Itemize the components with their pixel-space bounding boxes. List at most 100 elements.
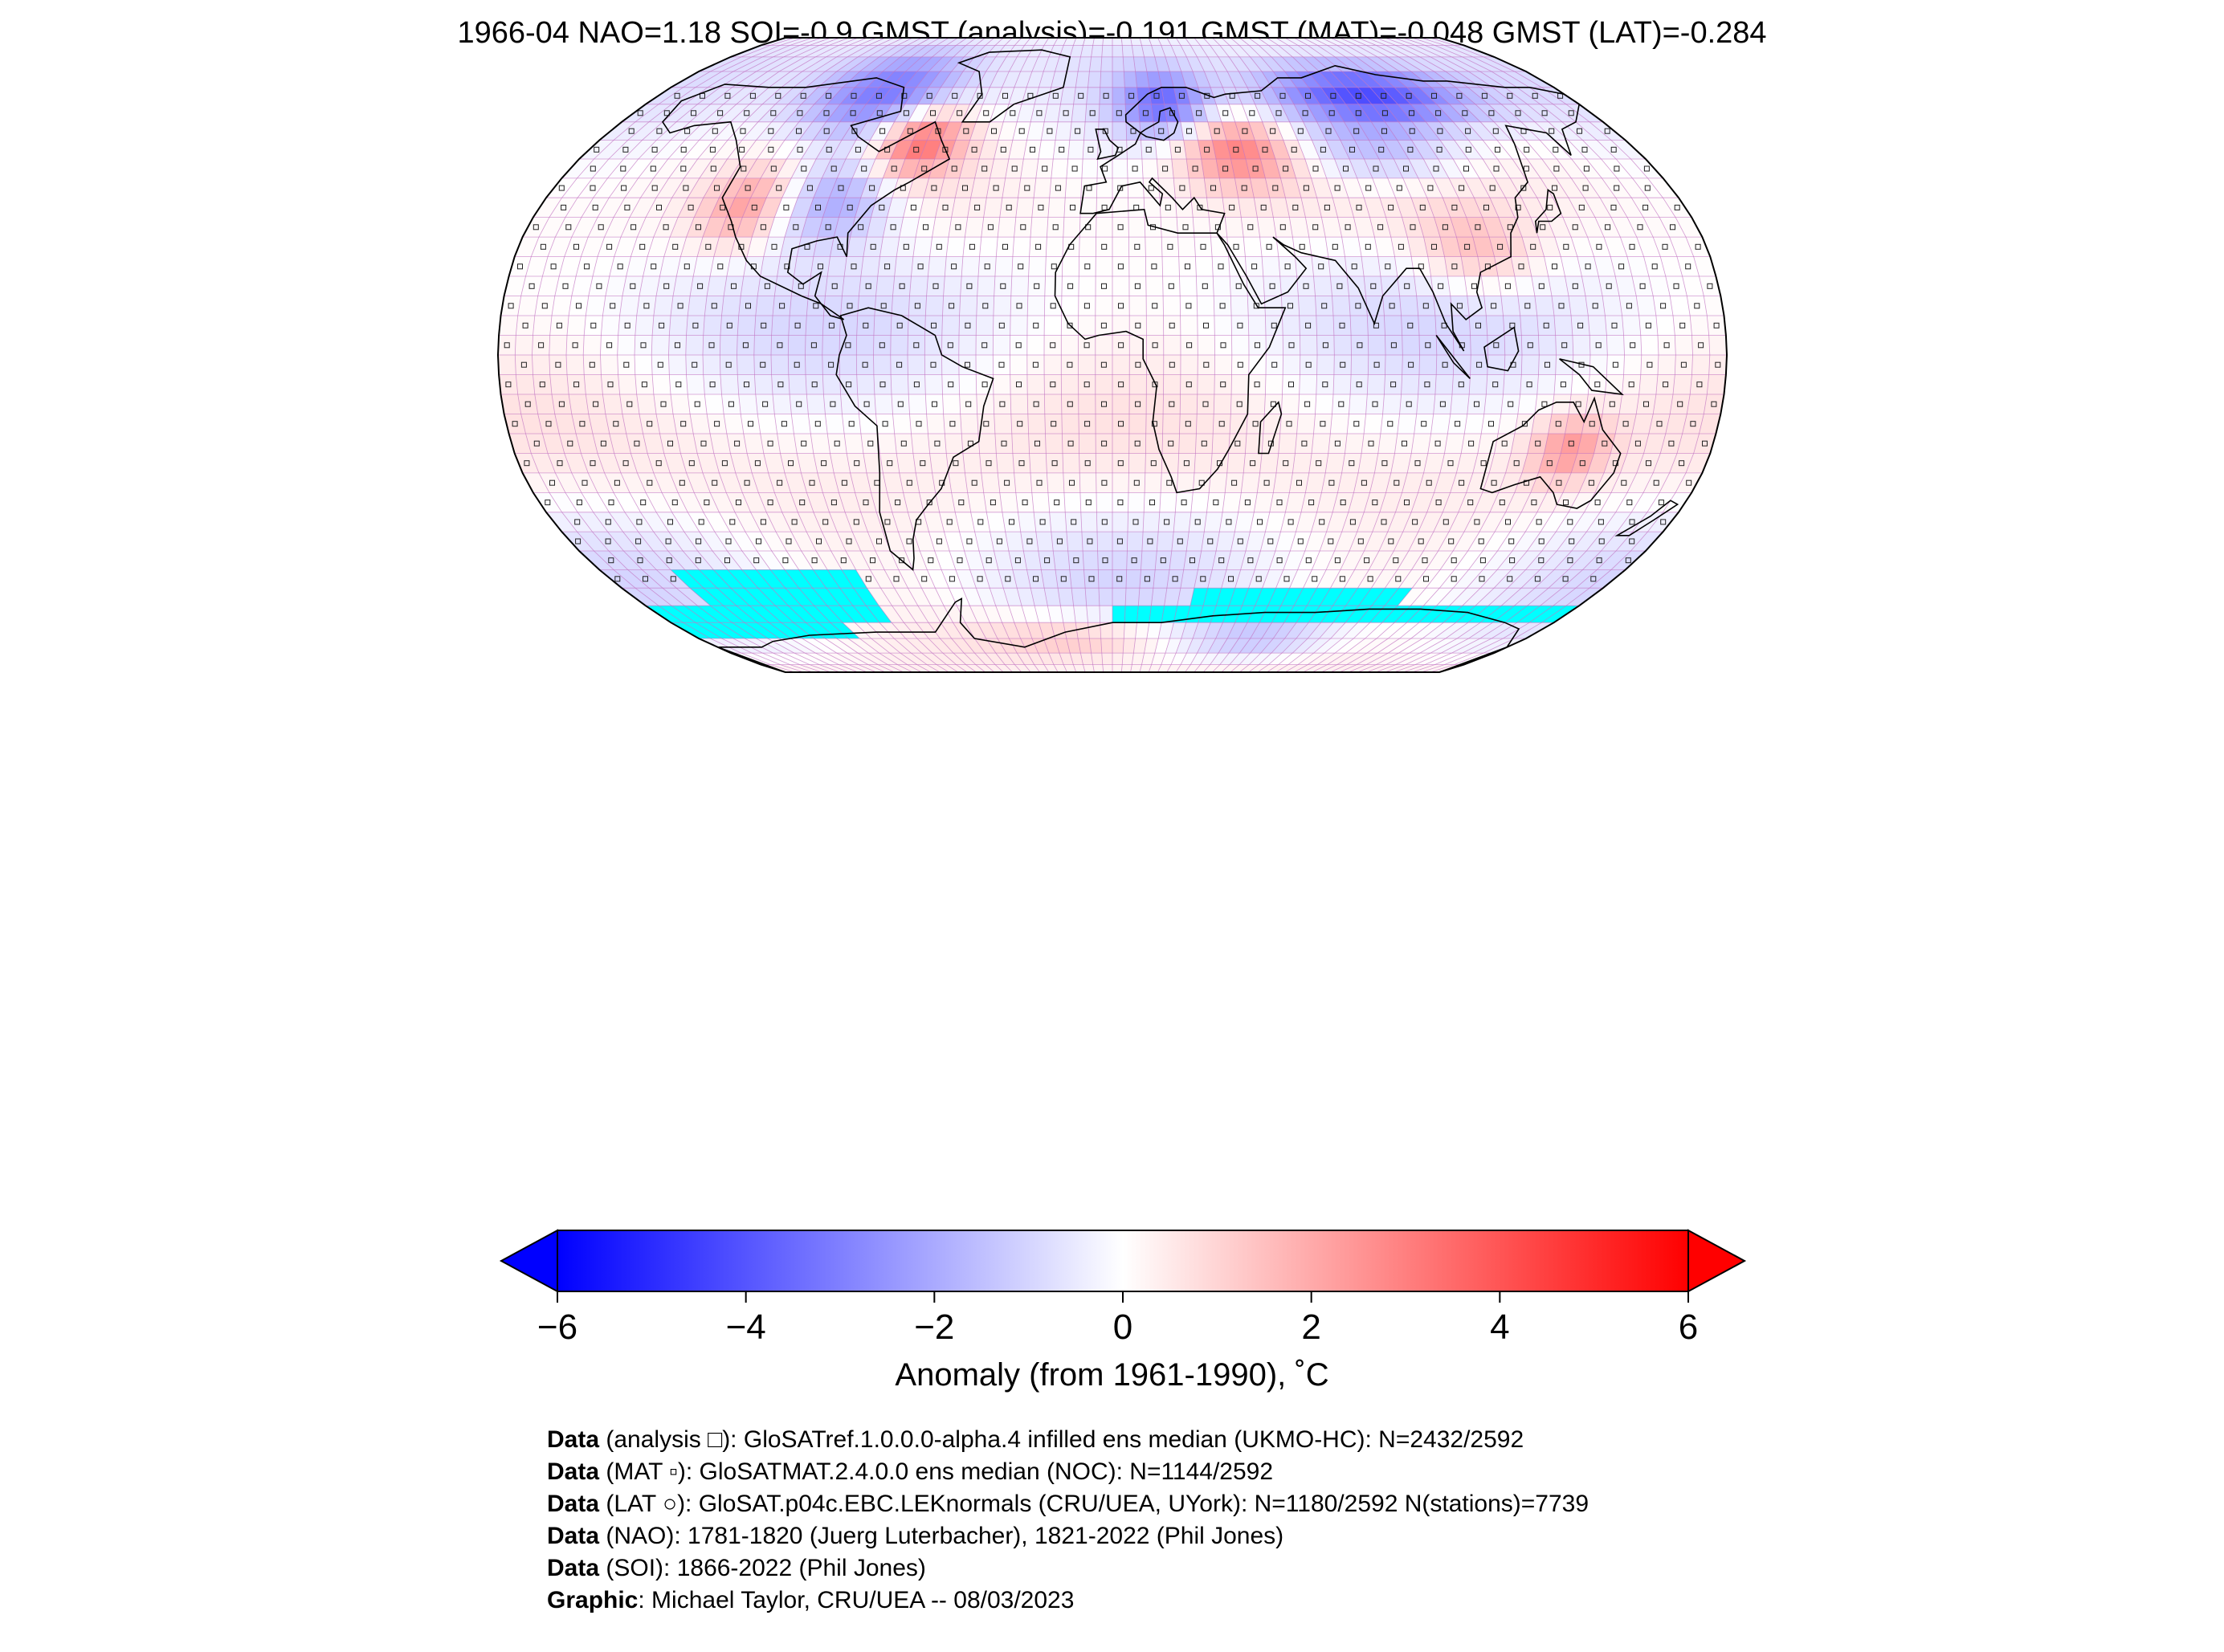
anomaly-cell bbox=[605, 276, 626, 296]
anomaly-cell bbox=[1498, 414, 1518, 434]
anomaly-cell bbox=[601, 316, 620, 336]
anomaly-cell bbox=[690, 276, 711, 296]
anomaly-cell bbox=[1691, 355, 1710, 375]
anomaly-cell bbox=[1379, 532, 1403, 551]
anomaly-cell bbox=[1422, 622, 1456, 638]
anomaly-cell bbox=[1180, 335, 1198, 355]
anomaly-cell bbox=[1112, 296, 1130, 316]
anomaly-cell bbox=[981, 472, 1000, 493]
anomaly-cell bbox=[1096, 472, 1112, 493]
anomaly-cell bbox=[1095, 316, 1112, 336]
anomaly-cell bbox=[1553, 492, 1579, 512]
anomaly-cell bbox=[741, 276, 761, 296]
anomaly-cell bbox=[608, 551, 643, 570]
anomaly-cell bbox=[1096, 512, 1112, 532]
anomaly-cell bbox=[721, 394, 741, 414]
anomaly-cell bbox=[1504, 335, 1522, 355]
anomaly-cell bbox=[863, 453, 883, 473]
anomaly-cell bbox=[1194, 569, 1213, 589]
anomaly-cell bbox=[508, 434, 532, 454]
anomaly-cell bbox=[816, 551, 842, 570]
anomaly-cell bbox=[878, 664, 904, 672]
anomaly-cell bbox=[896, 453, 916, 473]
anomaly-cell bbox=[941, 622, 963, 638]
anomaly-cell bbox=[680, 453, 703, 473]
anomaly-cell bbox=[1419, 335, 1437, 355]
anomaly-cell bbox=[827, 434, 847, 454]
anomaly-cell bbox=[928, 638, 953, 654]
anomaly-cell bbox=[892, 622, 917, 638]
anomaly-cell bbox=[1312, 434, 1331, 454]
anomaly-cell bbox=[1296, 622, 1321, 638]
anomaly-cell bbox=[1497, 532, 1526, 551]
anomaly-cell bbox=[583, 335, 602, 355]
anomaly-cell bbox=[801, 551, 828, 570]
anomaly-cell bbox=[1482, 472, 1506, 493]
anomaly-cell bbox=[1597, 551, 1631, 570]
anomaly-cell bbox=[598, 492, 625, 512]
anomaly-cell bbox=[760, 434, 781, 454]
anomaly-cell bbox=[1069, 569, 1086, 589]
anomaly-cell bbox=[1333, 335, 1352, 355]
anomaly-cell bbox=[1061, 374, 1079, 394]
anomaly-cell bbox=[847, 453, 867, 473]
anomaly-cell bbox=[1308, 453, 1328, 473]
anomaly-cell bbox=[1020, 532, 1039, 551]
anomaly-cell bbox=[1585, 394, 1606, 414]
anomaly-cell bbox=[1472, 638, 1515, 654]
anomaly-cell bbox=[1061, 394, 1079, 414]
anomaly-cell bbox=[693, 434, 714, 454]
anomaly-cell bbox=[1112, 472, 1129, 493]
anomaly-cell bbox=[1416, 296, 1435, 316]
anomaly-cell bbox=[1239, 664, 1259, 672]
anomaly-cell bbox=[699, 638, 741, 654]
colorbar-label: Anomaly (from 1961-1990), ˚C bbox=[895, 1357, 1329, 1393]
anomaly-cell bbox=[773, 394, 792, 414]
anomaly-cell bbox=[840, 394, 859, 414]
anomaly-cell bbox=[1606, 335, 1625, 355]
anomaly-cell bbox=[1525, 551, 1557, 570]
anomaly-cell bbox=[640, 512, 669, 532]
anomaly-cell bbox=[498, 355, 516, 375]
anomaly-cell bbox=[516, 374, 535, 394]
anomaly-cell bbox=[653, 296, 673, 316]
anomaly-cell bbox=[965, 472, 984, 493]
anomaly-cell bbox=[1276, 453, 1296, 473]
anomaly-cell bbox=[1038, 551, 1055, 570]
colorbar-tick-label: 6 bbox=[1678, 1307, 1699, 1347]
anomaly-cell bbox=[1079, 472, 1096, 493]
anomaly-cell bbox=[581, 492, 610, 512]
anomaly-cell bbox=[1248, 664, 1269, 672]
anomaly-cell bbox=[549, 355, 567, 375]
anomaly-cell bbox=[1521, 569, 1555, 589]
anomaly-cell bbox=[533, 316, 552, 336]
anomaly-cell bbox=[1638, 374, 1658, 394]
anomaly-cell bbox=[891, 316, 909, 336]
anomaly-cell bbox=[1623, 355, 1642, 375]
anomaly-cell bbox=[858, 653, 888, 665]
anomaly-cell bbox=[867, 588, 892, 606]
anomaly-cell bbox=[703, 355, 720, 375]
anomaly-cell bbox=[685, 335, 704, 355]
anomaly-cell bbox=[928, 532, 950, 551]
anomaly-cell bbox=[916, 622, 941, 638]
anomaly-cell bbox=[621, 472, 647, 493]
anomaly-cell bbox=[1005, 664, 1022, 672]
anomaly-cell bbox=[1097, 532, 1112, 551]
anomaly-cell bbox=[1175, 492, 1194, 512]
anomaly-cell bbox=[1480, 569, 1512, 589]
anomaly-cell bbox=[1691, 335, 1710, 355]
anomaly-cell bbox=[892, 414, 912, 434]
anomaly-cell bbox=[1602, 296, 1622, 316]
anomaly-cell bbox=[822, 374, 841, 394]
anomaly-cell bbox=[1553, 588, 1589, 606]
anomaly-cell bbox=[1505, 492, 1531, 512]
anomaly-cell bbox=[656, 512, 684, 532]
anomaly-cell bbox=[1353, 472, 1375, 493]
anomaly-cell bbox=[1005, 532, 1024, 551]
anomaly-cell bbox=[1636, 394, 1656, 414]
anomaly-cell bbox=[755, 296, 775, 316]
anomaly-cell bbox=[1096, 492, 1112, 512]
anomaly-cell bbox=[622, 276, 643, 296]
anomaly-cell bbox=[1399, 394, 1418, 414]
